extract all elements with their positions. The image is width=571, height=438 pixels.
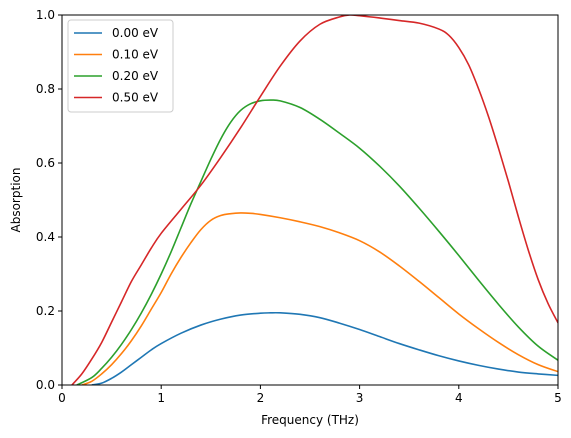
legend-label-0: 0.00 eV bbox=[112, 26, 159, 40]
y-tick-label: 0.2 bbox=[36, 304, 55, 318]
y-tick-label: 0.8 bbox=[36, 82, 55, 96]
y-tick-label: 0.6 bbox=[36, 156, 55, 170]
y-tick-label: 0.4 bbox=[36, 230, 55, 244]
series-line-1 bbox=[81, 212, 558, 385]
series-line-3 bbox=[71, 15, 558, 385]
series-line-0 bbox=[91, 311, 558, 385]
series-line-2 bbox=[76, 99, 558, 385]
y-axis-label: Absorption bbox=[9, 168, 23, 233]
x-tick-label: 2 bbox=[257, 391, 265, 405]
legend-label-1: 0.10 eV bbox=[112, 48, 159, 62]
legend-label-3: 0.50 eV bbox=[112, 91, 159, 105]
x-tick-label: 5 bbox=[554, 391, 562, 405]
legend-box bbox=[67, 19, 174, 113]
x-axis-ticks: 0 1 2 3 4 5 bbox=[58, 385, 562, 405]
x-axis-label: Frequency (THz) bbox=[261, 413, 359, 427]
x-tick-label: 4 bbox=[455, 391, 463, 405]
x-tick-label: 0 bbox=[58, 391, 66, 405]
legend-label-2: 0.20 eV bbox=[112, 69, 159, 83]
y-tick-label: 1.0 bbox=[36, 8, 55, 22]
plot-frame bbox=[61, 14, 559, 386]
series-layer bbox=[71, 15, 558, 385]
x-tick-label: 3 bbox=[356, 391, 364, 405]
legend: 0.00 eV 0.10 eV 0.20 eV 0.50 eV bbox=[67, 19, 174, 113]
x-tick-label: 1 bbox=[157, 391, 165, 405]
y-tick-label: 0.0 bbox=[36, 378, 55, 392]
y-axis-ticks: 0.0 0.2 0.4 0.6 0.8 1.0 bbox=[36, 8, 62, 392]
